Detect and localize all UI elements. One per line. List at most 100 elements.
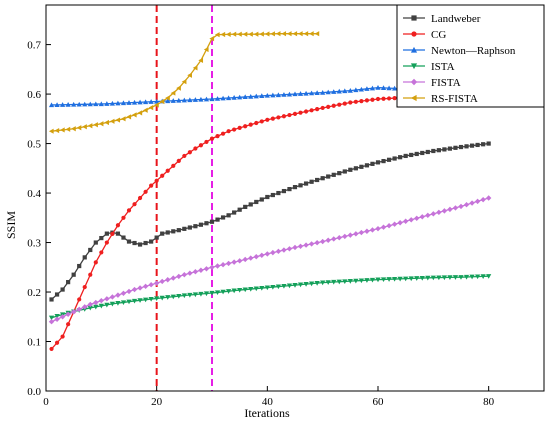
- data-point: [320, 89, 326, 95]
- data-point: [231, 31, 237, 37]
- data-point: [226, 213, 231, 218]
- data-point: [397, 220, 403, 226]
- data-point: [187, 270, 193, 276]
- data-point: [342, 101, 347, 106]
- data-point: [204, 221, 209, 226]
- data-point: [87, 123, 93, 129]
- data-point: [420, 150, 425, 156]
- data-point: [469, 143, 475, 148]
- data-point: [264, 92, 270, 98]
- x-tick-label: 0: [43, 396, 49, 408]
- data-point: [309, 31, 314, 37]
- data-point: [475, 274, 481, 280]
- data-point: [48, 319, 55, 325]
- data-point: [104, 231, 109, 236]
- data-point: [71, 272, 76, 277]
- data-point: [342, 88, 348, 94]
- data-point: [320, 176, 325, 181]
- data-point: [392, 276, 398, 282]
- legend-marker: [410, 78, 418, 86]
- plot-frame: [45, 4, 545, 392]
- data-point: [486, 274, 492, 279]
- data-point: [458, 203, 464, 210]
- data-point: [149, 239, 154, 244]
- data-point: [414, 151, 419, 157]
- data-point: [137, 298, 143, 303]
- legend-label: Landweber: [431, 13, 481, 25]
- data-point: [198, 291, 204, 297]
- data-point: [275, 284, 281, 290]
- data-point: [303, 181, 309, 186]
- axes: 0 20 40 60 80 0.0 0.1 0.2 0.3 0.4 0.5 0.6 0.7: [27, 40, 494, 408]
- series-2: [49, 95, 480, 352]
- data-point: [121, 215, 126, 220]
- y-axis-title: SSIM: [4, 211, 18, 239]
- data-point: [270, 249, 276, 256]
- data-point: [148, 99, 154, 104]
- data-point: [481, 142, 486, 147]
- data-point: [159, 98, 165, 105]
- data-point: [203, 46, 209, 53]
- data-point: [70, 309, 77, 315]
- data-point: [82, 304, 88, 310]
- data-point: [149, 183, 154, 188]
- data-point: [370, 97, 375, 102]
- data-point: [99, 235, 104, 241]
- data-point: [154, 98, 160, 104]
- data-point: [220, 131, 226, 136]
- data-point: [65, 102, 71, 107]
- data-point: [104, 296, 110, 302]
- legend-label: Newton—Raphson: [431, 45, 516, 57]
- data-point: [298, 110, 303, 115]
- data-point: [242, 94, 248, 100]
- data-point: [215, 134, 220, 139]
- y-tick-label: 0.2: [27, 287, 41, 299]
- data-point: [248, 31, 253, 37]
- data-point: [275, 92, 281, 98]
- data-point: [209, 290, 215, 296]
- data-point: [170, 294, 176, 300]
- data-point: [226, 95, 232, 101]
- data-point: [131, 298, 138, 304]
- data-point: [297, 243, 304, 249]
- data-point: [226, 31, 231, 37]
- data-point: [309, 108, 314, 113]
- data-point: [480, 196, 486, 203]
- legend-item-3: Newton—Raphson: [403, 45, 516, 57]
- data-point: [137, 99, 143, 105]
- data-point: [160, 231, 165, 236]
- data-point: [375, 225, 381, 232]
- data-point: [126, 114, 132, 120]
- y-tick-label: 0.1: [27, 337, 41, 349]
- data-point: [93, 101, 99, 107]
- data-point: [331, 89, 337, 94]
- data-point: [453, 145, 458, 150]
- data-point: [430, 275, 436, 281]
- data-point: [358, 86, 364, 92]
- data-point: [458, 275, 464, 280]
- data-point: [464, 144, 469, 149]
- data-point: [126, 208, 132, 213]
- data-point: [270, 284, 276, 290]
- data-point: [159, 278, 165, 285]
- data-point: [264, 285, 270, 291]
- data-point: [242, 256, 248, 263]
- data-point: [153, 280, 160, 286]
- data-point: [303, 242, 309, 248]
- data-point: [375, 277, 381, 283]
- data-point: [386, 157, 392, 162]
- data-point: [137, 285, 143, 291]
- data-point: [193, 146, 198, 151]
- data-point: [259, 119, 264, 124]
- data-point: [66, 322, 71, 327]
- data-point: [452, 205, 459, 211]
- data-point: [93, 240, 98, 245]
- data-point: [115, 301, 121, 306]
- data-point: [82, 124, 87, 130]
- data-point: [303, 282, 309, 287]
- data-point: [237, 31, 242, 37]
- data-point: [320, 280, 326, 286]
- data-point: [236, 258, 243, 264]
- data-point: [60, 127, 65, 133]
- data-point: [276, 190, 281, 196]
